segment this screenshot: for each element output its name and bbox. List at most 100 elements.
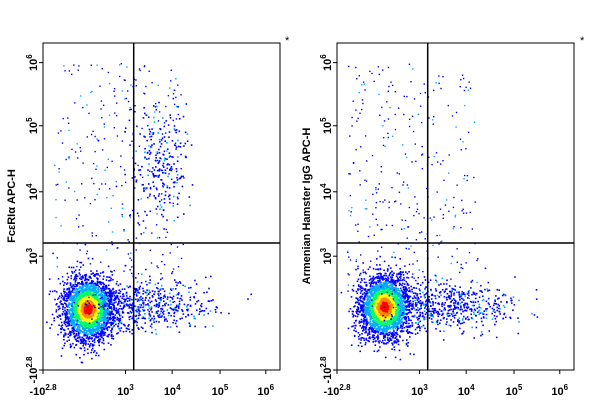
- event-dot: [388, 281, 391, 283]
- event-dot: [142, 287, 144, 290]
- event-dot: [85, 319, 88, 322]
- event-dot: [152, 167, 154, 169]
- event-dot: [96, 319, 98, 322]
- event-dot: [156, 287, 158, 289]
- event-dot: [149, 301, 151, 304]
- event-dot: [152, 105, 155, 107]
- event-dot: [115, 311, 118, 313]
- event-dot: [78, 291, 81, 293]
- event-dot: [94, 350, 96, 352]
- event-dot: [214, 308, 217, 311]
- event-dot: [161, 117, 164, 119]
- event-dot: [79, 331, 81, 334]
- event-dot: [129, 214, 131, 217]
- event-dot: [158, 316, 161, 319]
- event-dot: [114, 309, 117, 312]
- event-dot: [111, 274, 114, 276]
- event-dot: [119, 305, 122, 307]
- event-dot: [380, 290, 383, 293]
- event-dot: [81, 336, 83, 339]
- event-dot: [228, 312, 230, 315]
- event-dot: [72, 315, 75, 317]
- event-dot: [151, 144, 153, 146]
- event-dot: [157, 282, 159, 285]
- event-dot: [100, 292, 103, 295]
- event-dot: [79, 311, 81, 313]
- event-dot: [91, 318, 93, 320]
- event-dot: [410, 285, 412, 288]
- event-dot: [135, 179, 138, 181]
- event-dot: [85, 296, 87, 298]
- event-dot: [174, 279, 176, 281]
- event-dot: [135, 290, 137, 292]
- event-dot: [97, 354, 100, 357]
- event-dot: [65, 316, 68, 319]
- event-dot: [81, 319, 83, 321]
- event-dot: [155, 102, 157, 105]
- event-dot: [142, 309, 145, 312]
- event-dot: [109, 279, 111, 282]
- event-dot: [161, 213, 163, 216]
- event-dot: [366, 304, 368, 306]
- event-dot: [87, 333, 89, 335]
- event-dot: [107, 297, 109, 300]
- event-dot: [105, 301, 107, 304]
- event-dot: [147, 303, 149, 306]
- event-dot: [64, 282, 66, 284]
- event-dot: [96, 64, 98, 66]
- event-dot: [97, 323, 99, 325]
- event-dot: [106, 328, 108, 330]
- event-dot: [176, 179, 179, 181]
- event-dot: [400, 275, 402, 277]
- event-dot: [57, 132, 60, 134]
- event-dot: [173, 311, 176, 314]
- event-dot: [97, 274, 99, 276]
- event-dot: [143, 107, 145, 109]
- event-dot: [90, 324, 92, 326]
- event-dot: [95, 286, 97, 288]
- event-dot: [83, 331, 86, 334]
- event-dot: [167, 296, 169, 298]
- event-dot: [397, 327, 400, 330]
- event-dot: [189, 299, 192, 301]
- event-dot: [66, 308, 69, 311]
- event-dot: [92, 330, 95, 333]
- event-dot: [142, 316, 145, 318]
- event-dot: [77, 69, 79, 71]
- event-dot: [82, 291, 85, 293]
- event-dot: [81, 307, 84, 309]
- event-dot: [90, 312, 92, 314]
- event-dot: [73, 296, 76, 299]
- event-dot: [170, 166, 173, 168]
- event-dot: [365, 323, 368, 325]
- event-dot: [183, 145, 185, 147]
- event-dot: [174, 288, 177, 290]
- event-dot: [368, 340, 370, 343]
- event-dot: [84, 303, 87, 305]
- event-dot: [93, 300, 95, 302]
- event-dot: [60, 331, 62, 334]
- event-dot: [75, 315, 78, 318]
- event-dot: [158, 111, 161, 113]
- event-dot: [102, 290, 104, 292]
- event-dot: [87, 283, 89, 286]
- event-dot: [112, 278, 114, 281]
- event-dot: [74, 293, 77, 295]
- event-dot: [155, 154, 157, 157]
- event-dot: [128, 328, 130, 331]
- event-dot: [352, 290, 355, 292]
- event-dot: [123, 305, 125, 308]
- event-dot: [102, 283, 105, 285]
- event-dot: [386, 296, 389, 298]
- event-dot: [176, 176, 178, 179]
- event-dot: [172, 156, 174, 158]
- event-dot: [108, 306, 110, 308]
- event-dot: [134, 111, 136, 113]
- event-dot: [407, 277, 410, 279]
- event-dot: [162, 164, 164, 167]
- event-dot: [173, 144, 176, 146]
- event-dot: [107, 284, 110, 287]
- event-dot: [91, 337, 93, 339]
- event-dot: [163, 201, 166, 204]
- event-dot: [67, 305, 70, 308]
